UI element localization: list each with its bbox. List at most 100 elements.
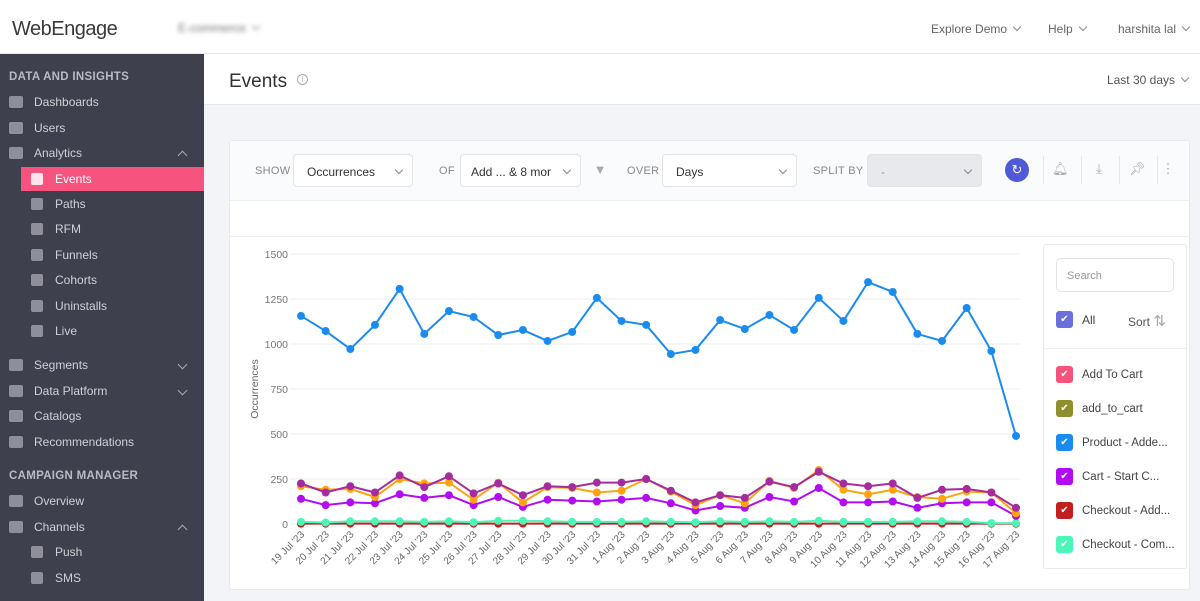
show-select[interactable]: Occurrences: [293, 154, 413, 187]
sidebar-item-dashboards[interactable]: Dashboards: [0, 90, 204, 114]
sort-button[interactable]: Sort ⇅: [1128, 312, 1166, 330]
project-selector[interactable]: E-commerce: [178, 21, 261, 35]
sidebar-item-analytics[interactable]: Analytics: [0, 141, 204, 165]
refresh-button[interactable]: ↻: [1005, 158, 1029, 182]
data-point: [543, 336, 552, 345]
eye-icon: [9, 495, 23, 507]
legend-item-label: add_to_cart: [1082, 402, 1143, 415]
help-menu[interactable]: Help: [1048, 22, 1087, 36]
series-line: [300, 519, 1016, 525]
data-point: [691, 498, 700, 507]
data-point: [716, 502, 725, 510]
user-name: harshita lal: [1118, 22, 1177, 36]
data-point: [913, 493, 922, 502]
section-heading: CAMPAIGN MANAGER: [9, 470, 139, 482]
legend-item-label: Cart - Start C...: [1082, 470, 1160, 483]
legend-item[interactable]: ✔ Cart - Start C...: [1056, 468, 1159, 485]
sidebar-item-overview[interactable]: Overview: [0, 489, 204, 513]
data-point: [740, 325, 749, 334]
data-point: [962, 484, 971, 493]
sidebar-item-label: Push: [55, 545, 83, 559]
alert-icon[interactable]: 🔔︎: [1052, 161, 1069, 176]
data-point: [765, 517, 774, 526]
sidebar-item-label: Segments: [34, 358, 89, 372]
chevron-down-icon: [963, 165, 973, 175]
divider: [1157, 156, 1158, 184]
sidebar-item-sms[interactable]: SMS: [0, 566, 204, 590]
legend-item[interactable]: ✔ Checkout - Com...: [1056, 536, 1175, 553]
sidebar-item-paths[interactable]: Paths: [0, 192, 204, 216]
webengage-logo[interactable]: WebEngage: [12, 18, 118, 40]
events-select[interactable]: Add ... & 8 mor: [460, 154, 581, 187]
sidebar-item-channels[interactable]: Channels: [0, 515, 204, 539]
chevron-down-icon[interactable]: [177, 385, 188, 396]
sidebar-item-catalogs[interactable]: Catalogs: [0, 404, 204, 428]
data-point: [666, 499, 675, 508]
legend-item-label: Add To Cart: [1082, 368, 1143, 381]
legend-item[interactable]: ✔ add_to_cart: [1056, 400, 1143, 417]
cloud-icon: [9, 385, 23, 397]
chevron-up-icon[interactable]: [177, 524, 188, 535]
date-range-selector[interactable]: Last 30 days: [1107, 73, 1190, 87]
legend-item[interactable]: ✔ Product - Adde...: [1056, 434, 1168, 451]
legend-item-label: Product - Adde...: [1082, 436, 1168, 449]
chevron-down-icon[interactable]: [177, 359, 188, 370]
y-tick-label: 0: [282, 519, 288, 531]
data-point: [420, 329, 429, 338]
sidebar-item-data-platform[interactable]: Data Platform: [0, 379, 204, 403]
chevron-down-icon: [1181, 22, 1191, 32]
data-point: [839, 479, 848, 488]
sidebar-item-segments[interactable]: Segments: [0, 353, 204, 377]
download-icon[interactable]: ⤓: [1096, 161, 1102, 176]
series-line: [300, 468, 1017, 514]
pin-icon[interactable]: 📌︎: [1129, 161, 1146, 176]
sidebar-item-funnels[interactable]: Funnels: [0, 243, 204, 267]
more-options-icon[interactable]: ⋮: [1161, 161, 1175, 176]
sidebar-item-events[interactable]: Events: [21, 167, 204, 191]
user-menu[interactable]: harshita lal: [1118, 22, 1191, 36]
sidebar-item-label: RFM: [55, 222, 81, 236]
select-all-checkbox[interactable]: ✔ All: [1056, 311, 1095, 328]
chevron-up-icon[interactable]: [177, 150, 188, 161]
chevron-down-icon: [562, 165, 572, 175]
data-point: [814, 467, 823, 476]
legend-search-input[interactable]: Search: [1056, 258, 1174, 292]
sidebar-item-push[interactable]: Push: [0, 540, 204, 564]
data-point: [420, 517, 429, 526]
data-point: [642, 475, 651, 483]
y-tick-label: 500: [270, 429, 288, 441]
split-by-select[interactable]: -: [867, 154, 982, 187]
data-point: [938, 336, 947, 345]
info-icon[interactable]: i: [297, 74, 308, 85]
sidebar: DATA AND INSIGHTS Dashboards Users Analytic…: [0, 54, 204, 601]
data-point: [839, 517, 848, 526]
series-line: [300, 486, 1017, 517]
sidebar-item-uninstalls[interactable]: Uninstalls: [0, 294, 204, 318]
data-point: [790, 325, 799, 334]
sidebar-item-recommendations[interactable]: Recommendations: [0, 430, 204, 454]
filter-icon[interactable]: ▼: [593, 162, 607, 177]
data-point: [543, 495, 552, 504]
sidebar-item-rfm[interactable]: RFM: [0, 217, 204, 241]
sidebar-item-users[interactable]: Users: [0, 116, 204, 140]
data-point: [494, 479, 503, 488]
data-point: [518, 325, 527, 334]
data-point: [790, 483, 799, 492]
sidebar-item-live[interactable]: Live: [0, 319, 204, 343]
sort-label: Sort: [1128, 315, 1151, 329]
cohorts-icon: [31, 274, 43, 286]
data-point: [617, 517, 626, 526]
y-tick-label: 750: [270, 384, 288, 396]
data-point: [346, 482, 355, 491]
y-tick-label: 1250: [265, 294, 289, 306]
data-point: [864, 517, 873, 526]
legend-item[interactable]: ✔ Checkout - Add...: [1056, 502, 1170, 519]
sidebar-item-label: Paths: [55, 197, 86, 211]
explore-demo-menu[interactable]: Explore Demo: [931, 22, 1022, 36]
data-point: [494, 331, 503, 339]
over-select[interactable]: Days: [662, 154, 797, 187]
sidebar-item-cohorts[interactable]: Cohorts: [0, 268, 204, 292]
legend-item[interactable]: ✔ Add To Cart: [1056, 366, 1143, 383]
data-point: [888, 485, 897, 494]
chevron-down-icon: [778, 165, 788, 175]
